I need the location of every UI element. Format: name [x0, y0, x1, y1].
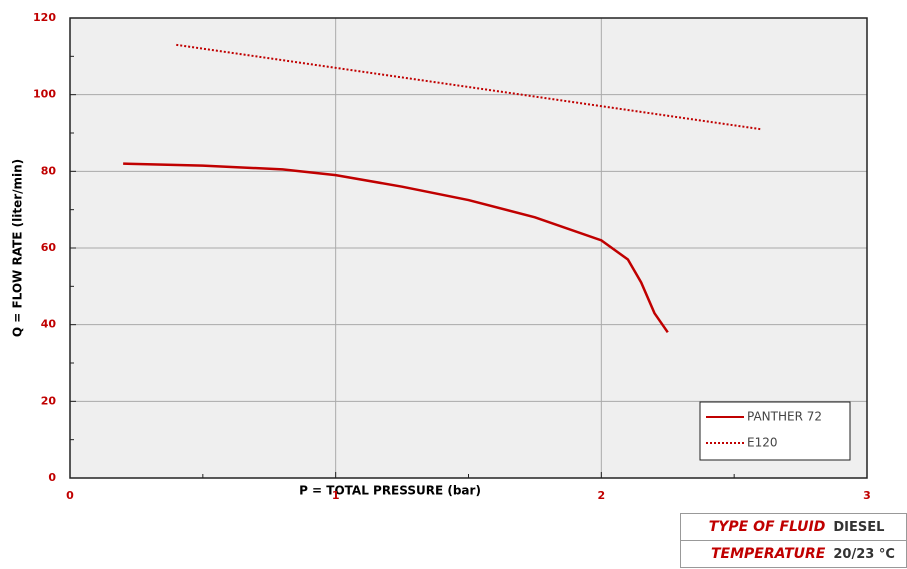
y-tick-label: 80	[41, 164, 57, 177]
y-tick-label: 120	[33, 11, 56, 24]
x-axis-label: P = TOTAL PRESSURE (bar)	[299, 484, 481, 498]
data-line	[176, 43, 761, 131]
legend-box	[699, 401, 851, 461]
info-value: DIESEL	[829, 513, 907, 541]
info-row: TYPE OF FLUID DIESEL	[680, 513, 907, 541]
y-tick-label: 40	[41, 318, 57, 331]
legend-label: PANTHER 72	[747, 410, 822, 424]
info-key: TEMPERATURE	[680, 540, 830, 568]
y-tick-label: 20	[41, 394, 57, 407]
plot-frame	[69, 17, 868, 479]
legend-label: E120	[747, 436, 778, 450]
data-line	[123, 162, 669, 334]
x-tick-label: 2	[598, 489, 606, 502]
x-tick-label: 3	[863, 489, 871, 502]
info-table: TYPE OF FLUID DIESEL TEMPERATURE 20/23 °C	[680, 513, 907, 568]
info-key: TYPE OF FLUID	[680, 513, 830, 541]
info-value: 20/23 °C	[829, 540, 907, 568]
y-tick-label: 0	[48, 471, 56, 484]
y-tick-label: 100	[33, 88, 56, 101]
chart: P = TOTAL PRESSURE (bar) Q = FLOW RATE (…	[11, 11, 871, 502]
x-tick-label: 1	[332, 489, 340, 502]
x-tick-label: 0	[66, 489, 74, 502]
info-row: TEMPERATURE 20/23 °C	[680, 540, 907, 568]
y-axis-label: Q = FLOW RATE (liter/min)	[11, 159, 25, 337]
y-tick-label: 60	[41, 241, 57, 254]
